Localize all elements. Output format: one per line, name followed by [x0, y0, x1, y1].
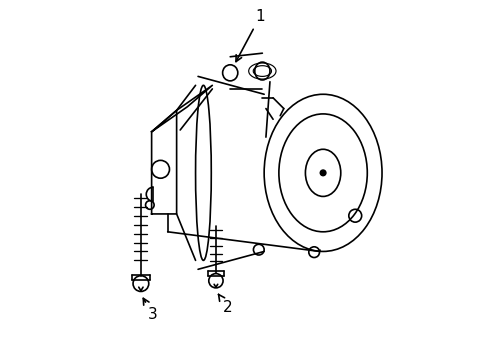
Text: 2: 2	[218, 294, 232, 315]
Text: 1: 1	[236, 9, 264, 62]
Text: 3: 3	[143, 298, 158, 322]
Circle shape	[320, 170, 325, 176]
